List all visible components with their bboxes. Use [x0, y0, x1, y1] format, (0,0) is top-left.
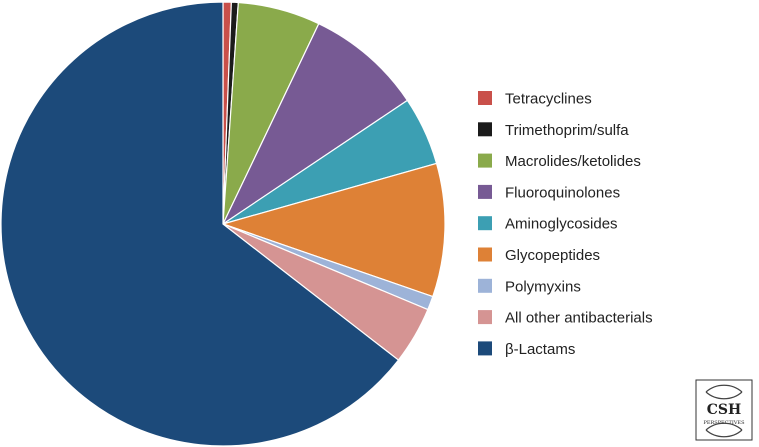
- legend-label: Glycopeptides: [505, 247, 600, 264]
- legend-label: Macrolides/ketolides: [505, 153, 641, 170]
- legend-item-all-other-antibacterials: All other antibacterials: [478, 310, 653, 327]
- legend-swatch: [478, 310, 492, 325]
- pie-slice-lactams: [0, 1, 400, 447]
- legend-item-aminoglycosides: Aminoglycosides: [478, 216, 618, 233]
- legend-item-trimethoprim-sulfa: Trimethoprim/sulfa: [478, 122, 629, 139]
- legend-item-tetracyclines: Tetracyclines: [478, 91, 592, 108]
- legend: Tetracyclines Trimethoprim/sulfa Macrolide…: [478, 91, 653, 358]
- pie-slice-glycopeptides: [221, 162, 446, 298]
- csh-perspectives-logo: CSH PERSPECTIVES: [695, 379, 753, 441]
- legend-label: β-Lactams: [505, 341, 575, 358]
- legend-item-lactams: β-Lactams: [478, 341, 575, 358]
- legend-item-polymyxins: Polymyxins: [478, 278, 581, 295]
- legend-item-macrolides-ketolides: Macrolides/ketolides: [478, 153, 641, 170]
- legend-item-fluoroquinolones: Fluoroquinolones: [478, 184, 620, 201]
- pie-slices: [0, 1, 446, 447]
- logo-main-text: CSH: [707, 402, 741, 418]
- legend-label: Fluoroquinolones: [505, 184, 620, 201]
- legend-item-glycopeptides: Glycopeptides: [478, 247, 600, 264]
- legend-swatch: [478, 153, 492, 168]
- legend-swatch: [478, 278, 492, 293]
- legend-label: Aminoglycosides: [505, 216, 618, 233]
- legend-label: All other antibacterials: [505, 310, 653, 327]
- legend-label: Polymyxins: [505, 278, 581, 295]
- legend-label: Trimethoprim/sulfa: [505, 122, 629, 139]
- pie-slice-fluoroquinolones: [221, 22, 409, 226]
- dna-helix-icon: [705, 384, 743, 400]
- legend-swatch: [478, 216, 492, 231]
- legend-swatch: [478, 247, 492, 262]
- legend-label: Tetracyclines: [505, 91, 592, 108]
- legend-swatch: [478, 184, 492, 199]
- legend-swatch: [478, 122, 492, 137]
- legend-swatch: [478, 341, 492, 356]
- legend-swatch: [478, 91, 492, 105]
